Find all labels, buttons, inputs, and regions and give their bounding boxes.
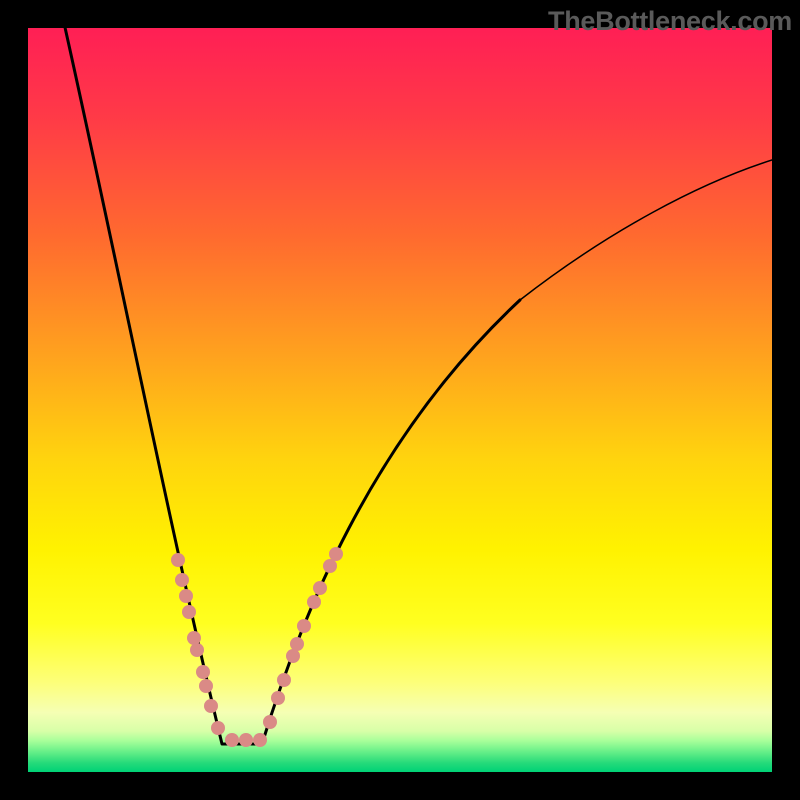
data-marker <box>204 699 218 713</box>
data-marker <box>263 715 277 729</box>
frame-left <box>0 0 28 800</box>
data-marker <box>239 733 253 747</box>
data-marker <box>199 679 213 693</box>
data-marker <box>307 595 321 609</box>
data-marker <box>313 581 327 595</box>
data-marker <box>175 573 189 587</box>
data-marker <box>190 643 204 657</box>
watermark-text: TheBottleneck.com <box>548 6 792 37</box>
data-marker <box>277 673 291 687</box>
data-marker <box>196 665 210 679</box>
data-marker <box>271 691 285 705</box>
data-marker <box>290 637 304 651</box>
data-marker <box>171 553 185 567</box>
data-marker <box>286 649 300 663</box>
gradient-background <box>28 28 772 772</box>
data-marker <box>297 619 311 633</box>
data-marker <box>253 733 267 747</box>
data-marker <box>182 605 196 619</box>
data-marker <box>329 547 343 561</box>
plot-area <box>28 28 772 772</box>
data-marker <box>323 559 337 573</box>
data-marker <box>179 589 193 603</box>
chart-svg <box>28 28 772 772</box>
data-marker <box>225 733 239 747</box>
data-marker <box>211 721 225 735</box>
frame-right <box>772 0 800 800</box>
frame-bottom <box>0 772 800 800</box>
data-marker <box>187 631 201 645</box>
